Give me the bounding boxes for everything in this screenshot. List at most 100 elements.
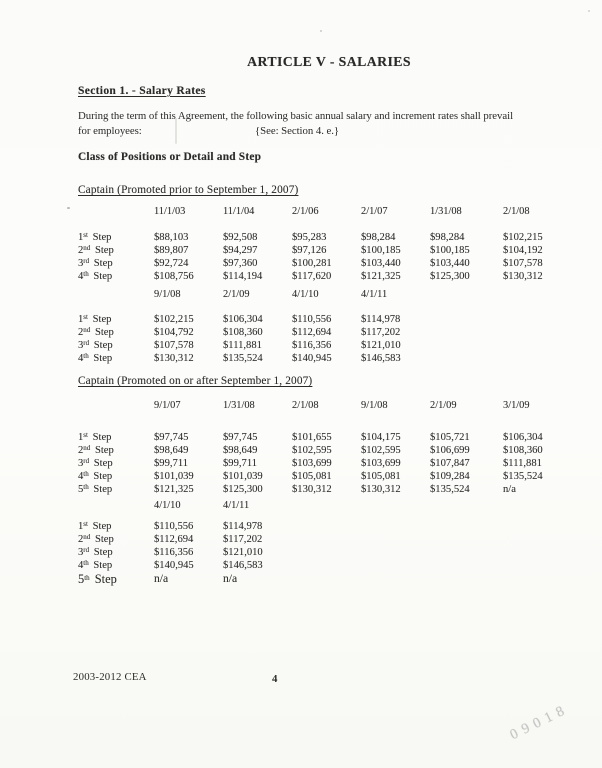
salary-value: $98,649 — [223, 445, 258, 456]
step-ordinal: 3 — [78, 458, 84, 469]
step-ordinal: 2 — [78, 245, 84, 256]
salary-table-captain-prior-part2: 9/1/08 2/1/09 4/1/10 4/1/11 1st Step $102,215… — [78, 288, 583, 365]
salary-value: $106,304 — [503, 432, 543, 443]
header-spacer-cell — [78, 288, 154, 301]
step-label: 2nd Step — [78, 532, 114, 545]
step-label: 1st Step — [78, 430, 112, 443]
step-ordinal: 3 — [78, 340, 84, 351]
salary-value: $116,356 — [154, 547, 194, 558]
salary-value: $130,312 — [154, 353, 194, 364]
salary-value: $94,297 — [223, 245, 258, 256]
column-header-date: 9/1/07 — [154, 400, 181, 411]
footer-agreement-label: 2003-2012 CEA — [73, 671, 147, 683]
step-ordinal-suffix: rd — [83, 256, 90, 265]
step-label: 1st Step — [78, 312, 112, 325]
column-header-date: 4/1/11 — [223, 500, 250, 511]
salary-value: $146,583 — [361, 353, 401, 364]
step-ordinal: 1 — [78, 521, 84, 532]
step-label: 5th Step — [78, 482, 113, 495]
page-number: 4 — [272, 673, 278, 685]
salary-value: $101,039 — [154, 471, 194, 482]
step-ordinal-suffix: rd — [83, 456, 90, 465]
intro-paragraph: During the term of this Agreement, the f… — [78, 109, 578, 139]
salary-value: $140,945 — [154, 560, 194, 571]
salary-value: $110,556 — [154, 521, 194, 532]
salary-value: $100,281 — [292, 258, 332, 269]
salary-value: $116,356 — [292, 340, 332, 351]
salary-table-captain-after-part2: 4/1/10 4/1/11 1st Step $110,556 $114,978 2nd … — [78, 499, 583, 586]
intro-line2: for employees: {See: Section 4. e.} — [78, 124, 578, 139]
salary-value: $110,556 — [292, 314, 332, 325]
salary-value: $111,881 — [503, 458, 542, 469]
step-ordinal: 2 — [78, 534, 84, 545]
salary-value: $130,312 — [361, 484, 401, 495]
column-header-date: 4/1/10 — [292, 289, 319, 300]
column-header-date: 2/1/07 — [361, 206, 388, 217]
table-header-row: 11/1/03 11/1/04 2/1/06 2/1/07 1/31/08 2/1/08 — [78, 205, 583, 218]
step-ordinal: 4 — [78, 271, 84, 282]
step-ordinal-suffix: rd — [83, 338, 90, 347]
table-row: 3rd Step $99,711 $99,711 $103,699 $103,699 $1… — [78, 457, 583, 470]
header-spacer-cell — [78, 399, 154, 412]
step-label: 3rd Step — [78, 545, 113, 558]
step-label: 4th Step — [78, 558, 113, 571]
scan-speck — [67, 207, 70, 209]
salary-value: $112,694 — [154, 534, 194, 545]
step-ordinal: 1 — [78, 232, 84, 243]
salary-value: $103,699 — [292, 458, 332, 469]
salary-value: $103,440 — [430, 258, 470, 269]
table-row: 4th Step $101,039 $101,039 $105,081 $105,081… — [78, 470, 583, 483]
step-ordinal-suffix: nd — [83, 532, 91, 541]
salary-value: $135,524 — [223, 353, 263, 364]
step-label: 3rd Step — [78, 338, 113, 351]
salary-value: $101,039 — [223, 471, 263, 482]
salary-value: $97,126 — [292, 245, 327, 256]
salary-value: $125,300 — [223, 484, 263, 495]
salary-value: $108,360 — [223, 327, 263, 338]
salary-value: $105,081 — [292, 471, 332, 482]
intro-line1: During the term of this Agreement, the f… — [78, 110, 514, 122]
step-label: 3rd Step — [78, 456, 113, 469]
stamp-number: 09018 — [507, 700, 572, 744]
salary-value: $109,284 — [430, 471, 470, 482]
salary-value: $114,978 — [361, 314, 401, 325]
salary-value: $102,215 — [503, 232, 543, 243]
table-row: 2nd Step $89,807 $94,297 $97,126 $100,185 $10… — [78, 244, 583, 257]
salary-value: $146,583 — [223, 560, 263, 571]
table-header-row: 9/1/07 1/31/08 2/1/08 9/1/08 2/1/09 3/1/09 — [78, 399, 583, 412]
column-header-date: 11/1/03 — [154, 206, 186, 217]
intro-employees-label: for employees: — [78, 125, 142, 137]
step-label: 1st Step — [78, 519, 112, 532]
salary-value: $121,325 — [154, 484, 194, 495]
step-ordinal-suffix: st — [83, 519, 88, 528]
salary-value: $112,694 — [292, 327, 332, 338]
salary-value: $107,578 — [154, 340, 194, 351]
salary-value: n/a — [223, 572, 238, 585]
salary-value: $114,978 — [223, 521, 263, 532]
step-ordinal-suffix: nd — [83, 243, 91, 252]
column-header-date: 9/1/08 — [154, 289, 181, 300]
salary-value: $104,175 — [361, 432, 401, 443]
salary-value: $125,300 — [430, 271, 470, 282]
step-ordinal-suffix: th — [83, 269, 89, 278]
header-spacer-cell — [78, 205, 154, 218]
salary-value: $88,103 — [154, 232, 189, 243]
table-row: 3rd Step $116,356 $121,010 — [78, 546, 583, 559]
scan-speck — [588, 10, 590, 12]
table-row: 5th Step n/a n/a — [78, 572, 583, 586]
column-header-date: 11/1/04 — [223, 206, 255, 217]
step-ordinal: 1 — [78, 432, 84, 443]
salary-value: $89,807 — [154, 245, 189, 256]
salary-value: $99,711 — [223, 458, 258, 469]
step-ordinal-suffix: th — [83, 558, 89, 567]
column-header-date: 2/1/08 — [292, 400, 319, 411]
salary-value: $130,312 — [292, 484, 332, 495]
header-spacer-cell — [78, 499, 154, 512]
step-label: 1st Step — [78, 230, 112, 243]
salary-value: $105,081 — [361, 471, 401, 482]
table-row: 1st Step $110,556 $114,978 — [78, 520, 583, 533]
step-ordinal: 1 — [78, 314, 84, 325]
salary-value: $101,655 — [292, 432, 332, 443]
salary-table-captain-after-part1: 9/1/07 1/31/08 2/1/08 9/1/08 2/1/09 3/1/09 1st… — [78, 399, 583, 496]
